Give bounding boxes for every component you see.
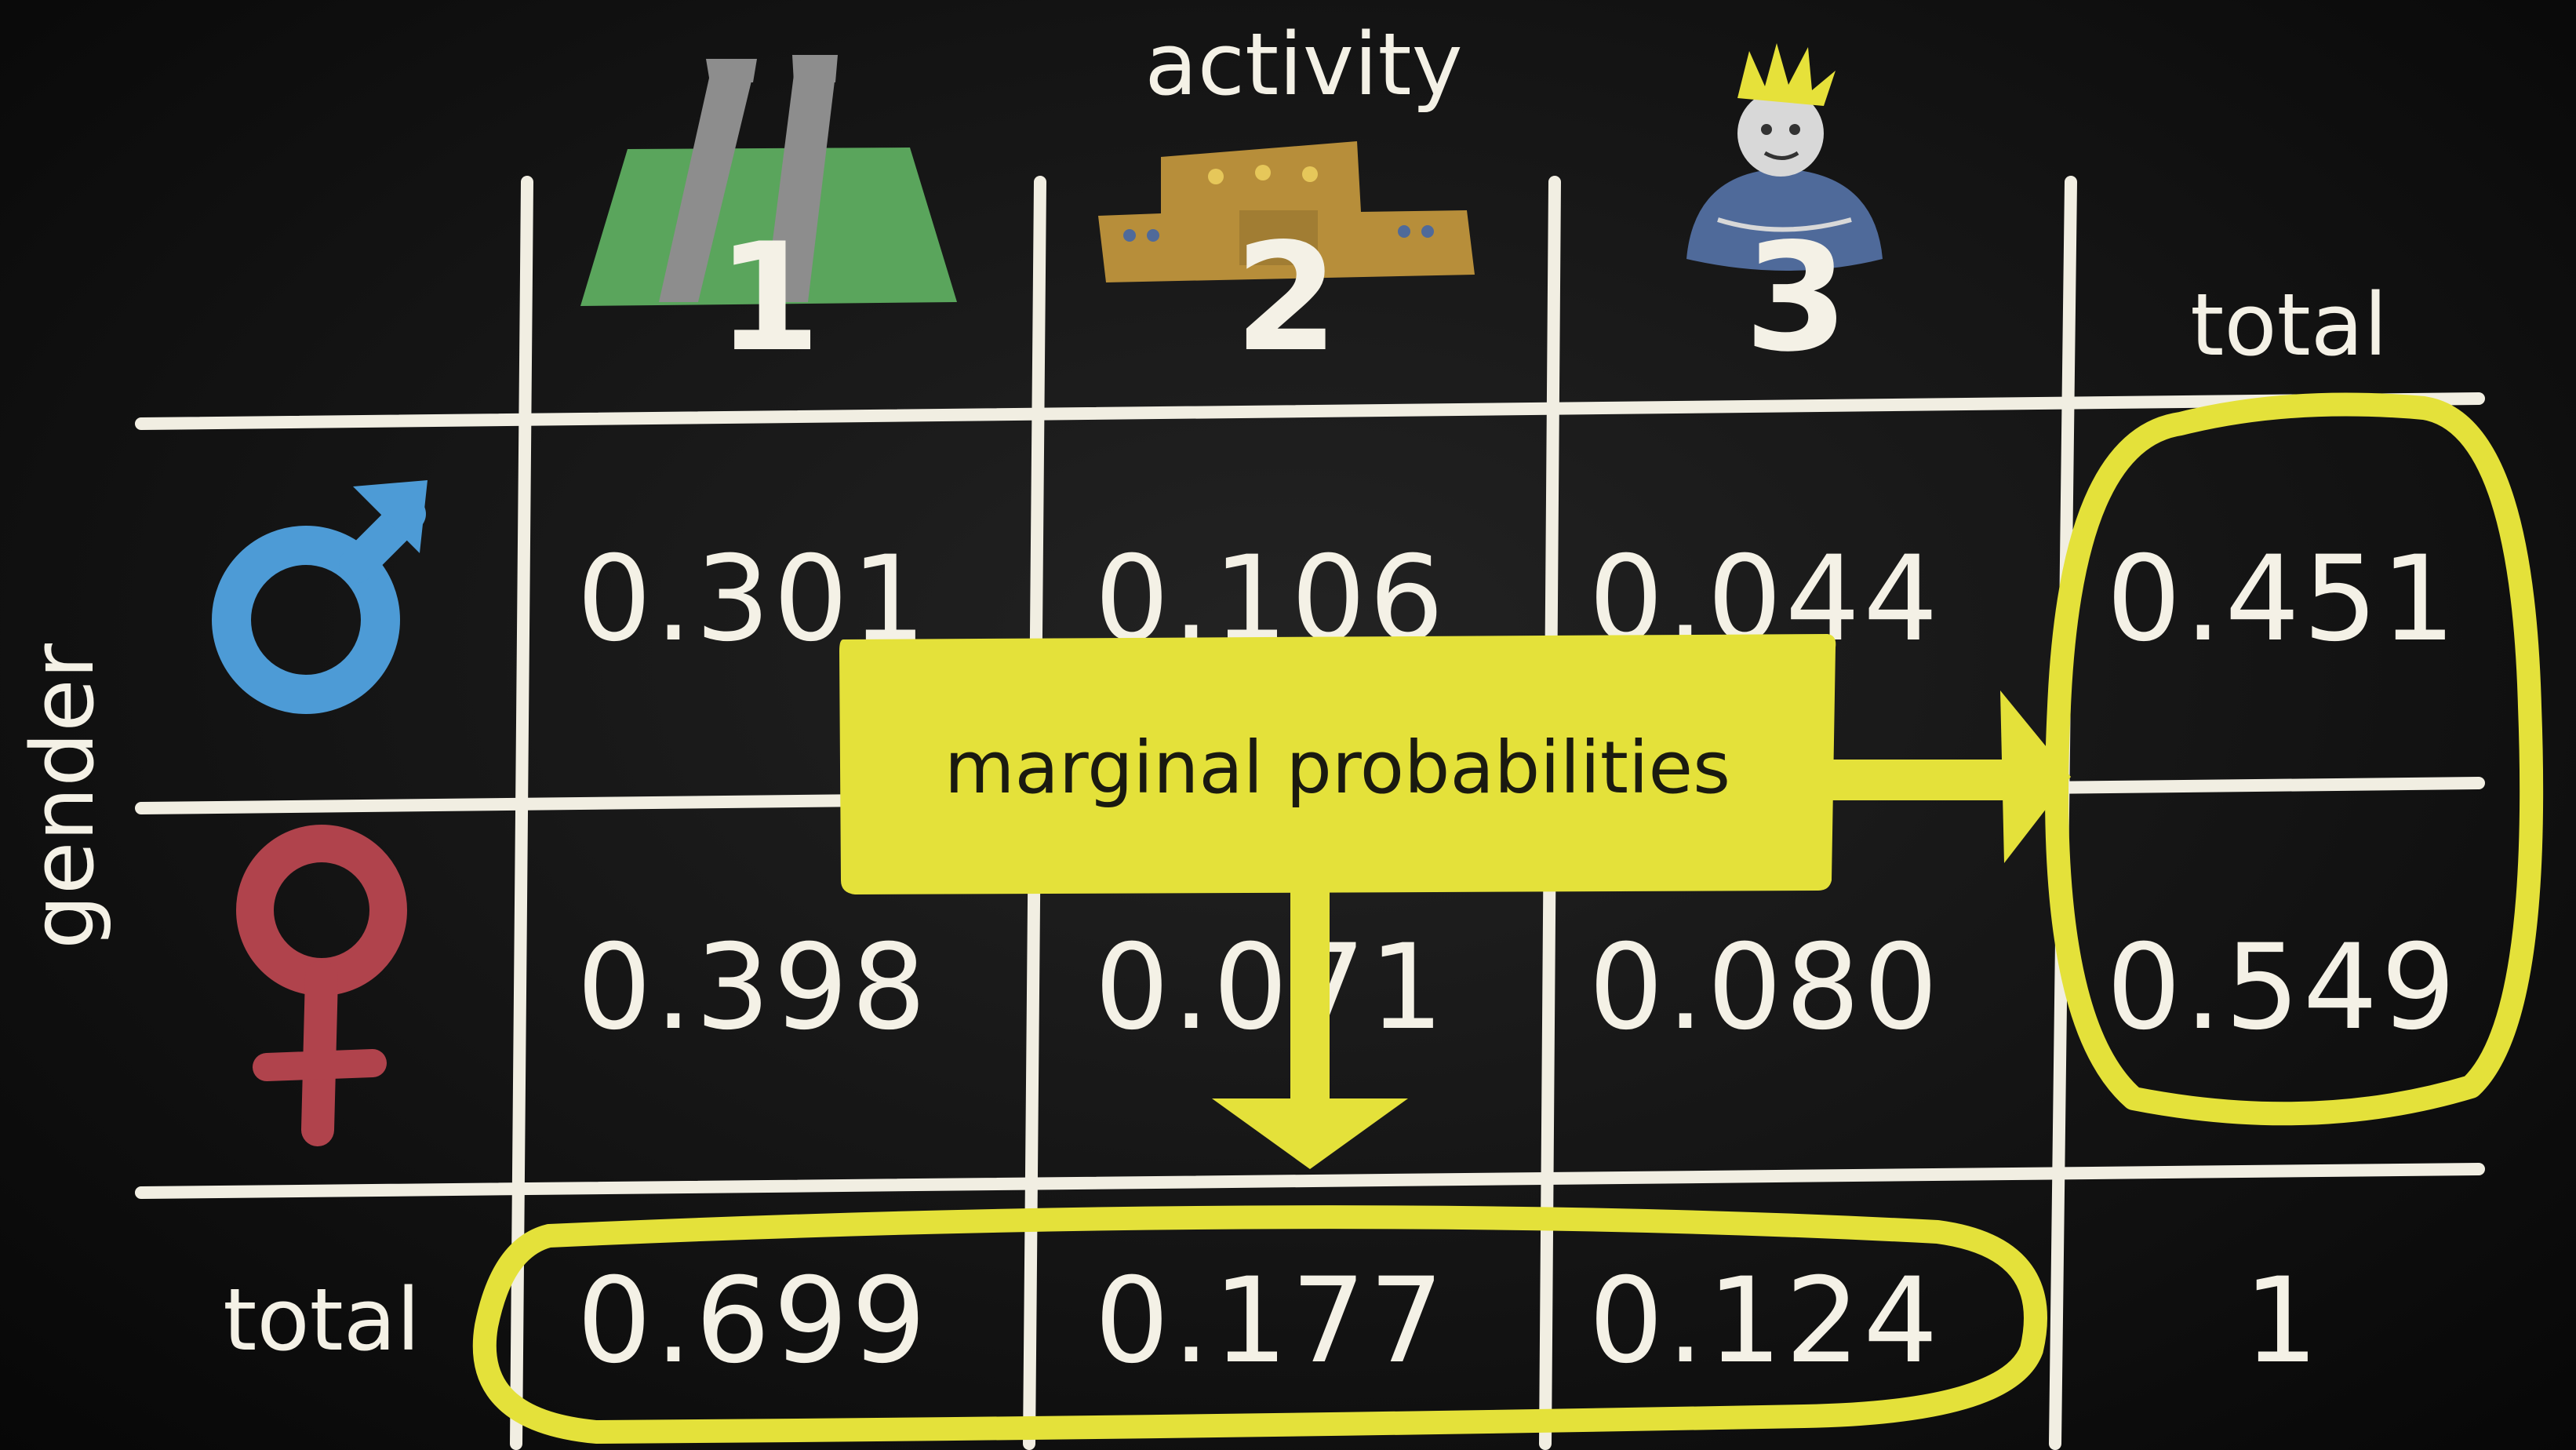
bathing-person-icon: [1686, 43, 1883, 271]
marginal-probabilities-callout: marginal probabilities: [839, 634, 1836, 894]
highlight-loop-total-column: [2045, 392, 2544, 1126]
gender-axis-label: gender: [13, 643, 113, 949]
highlight-loop-total-row: [472, 1205, 2047, 1444]
male-symbol-icon: [212, 480, 428, 714]
female-symbol-icon: [236, 825, 407, 1146]
total-column-header: total: [2190, 275, 2388, 375]
arrow-to-total-row: [1212, 887, 1408, 1169]
building-icon: [1098, 141, 1475, 282]
column-header-2: 2: [1235, 211, 1338, 384]
grass-legs-icon: [580, 55, 957, 306]
cell-total-activity-3: 0.124: [1588, 1253, 1941, 1390]
arrow-to-total-column: [1828, 690, 2071, 863]
column-header-1: 1: [717, 211, 820, 384]
activity-axis-label: activity: [1144, 14, 1462, 115]
cell-total-activity-2: 0.177: [1094, 1253, 1446, 1390]
column-header-3: 3: [1745, 211, 1848, 384]
cell-total-activity-1: 0.699: [577, 1253, 929, 1390]
cell-female-activity-1: 0.398: [577, 920, 929, 1056]
cell-female-activity-2: 0.071: [1094, 920, 1446, 1056]
cell-male-total: 0.451: [2106, 531, 2458, 668]
callout-label: marginal probabilities: [944, 726, 1730, 810]
total-row-header: total: [223, 1270, 420, 1370]
cell-female-total: 0.549: [2106, 920, 2458, 1056]
cell-grand-total: 1: [2243, 1253, 2321, 1390]
cell-female-activity-3: 0.080: [1588, 920, 1941, 1056]
